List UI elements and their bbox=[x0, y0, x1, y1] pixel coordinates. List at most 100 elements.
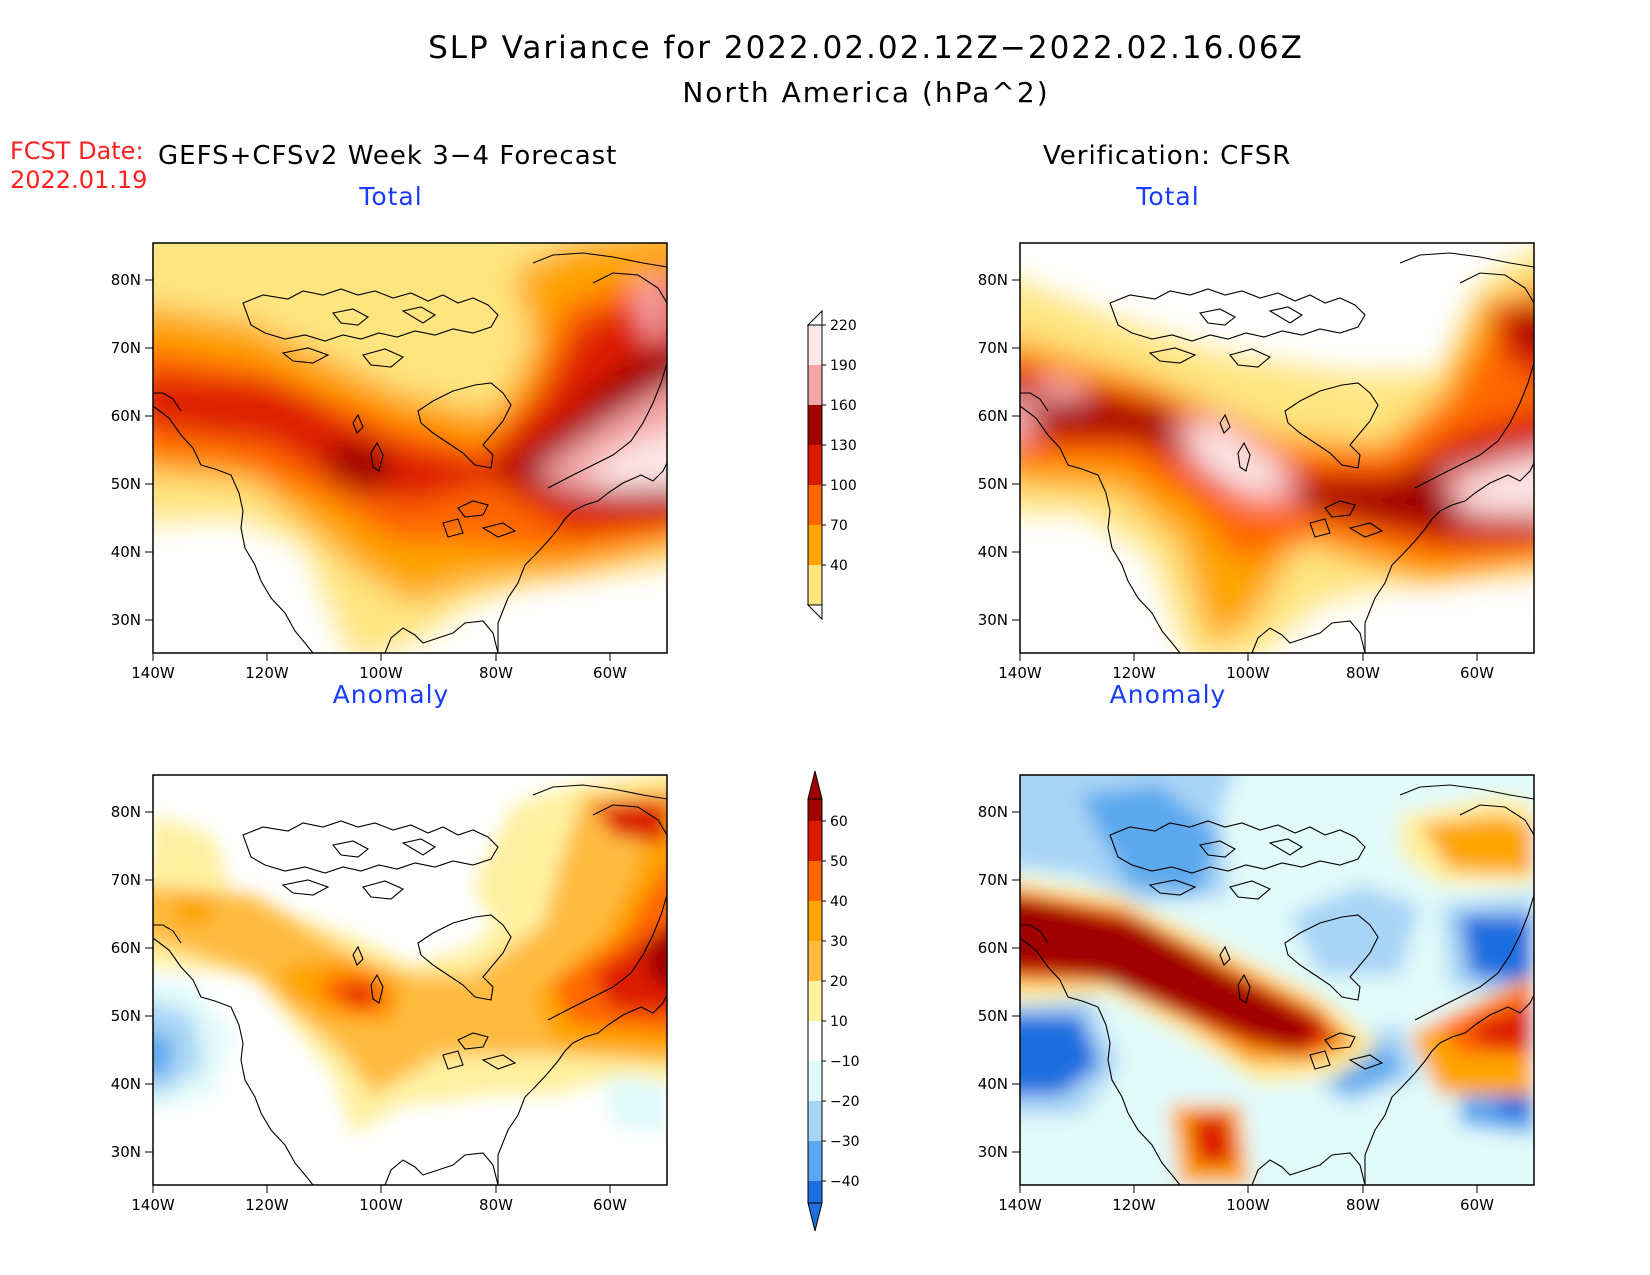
forecast-total-panel-title: Total bbox=[359, 182, 423, 211]
lat-tick-label: 40N bbox=[978, 1075, 1008, 1093]
forecast-total-map: 80N 70N 60N 50N 40N 30N 140W 120W 100W 8… bbox=[111, 242, 668, 682]
lat-tick-label: 80N bbox=[111, 271, 141, 289]
colorbar-swatch bbox=[808, 405, 822, 445]
colorbar-label: 100 bbox=[830, 478, 857, 494]
lon-tick-label: 140W bbox=[998, 1196, 1042, 1214]
colorbar-swatch bbox=[808, 981, 822, 1021]
lon-tick-label: 100W bbox=[1226, 1196, 1270, 1214]
lon-tick-label: 140W bbox=[131, 664, 175, 682]
lat-tick-label: 80N bbox=[111, 803, 141, 821]
colorbar-label: 10 bbox=[830, 1014, 848, 1030]
lon-tick-label: 60W bbox=[1460, 1196, 1494, 1214]
colorbar-label: 20 bbox=[830, 974, 848, 990]
lat-tick-label: 70N bbox=[978, 339, 1008, 357]
lat-tick-label: 30N bbox=[111, 611, 141, 629]
verification-anomaly-map: 80N 70N 60N 50N 40N 30N 140W 120W 100W 8… bbox=[978, 774, 1535, 1214]
colorbar-label: −40 bbox=[830, 1174, 860, 1190]
lon-axis: 140W 120W 100W 80W 60W bbox=[998, 653, 1494, 682]
lat-tick-label: 80N bbox=[978, 271, 1008, 289]
anomaly-colorbar: 60 50 40 30 20 10 −10 −20 −30 −40 bbox=[807, 770, 860, 1232]
lon-tick-label: 60W bbox=[593, 664, 627, 682]
colorbar-swatch bbox=[808, 445, 822, 485]
verification-column-title: Verification: CFSR bbox=[1043, 141, 1292, 171]
lon-tick-label: 60W bbox=[1460, 664, 1494, 682]
colorbar-swatch bbox=[808, 1181, 822, 1203]
forecast-anomaly-panel-title: Anomaly bbox=[332, 680, 450, 709]
lat-tick-label: 70N bbox=[978, 871, 1008, 889]
lon-axis: 140W 120W 100W 80W 60W bbox=[131, 653, 627, 682]
colorbar-label: 220 bbox=[830, 318, 857, 334]
lat-axis: 80N 70N 60N 50N 40N 30N bbox=[111, 271, 153, 629]
verification-total-map: 80N 70N 60N 50N 40N 30N 140W 120W 100W 8… bbox=[978, 242, 1535, 682]
lat-tick-label: 50N bbox=[978, 1007, 1008, 1025]
lon-tick-label: 120W bbox=[245, 664, 289, 682]
lon-tick-label: 60W bbox=[593, 1196, 627, 1214]
colorbar-label: 130 bbox=[830, 438, 857, 454]
colorbar-swatch bbox=[808, 941, 822, 981]
colorbar-swatch bbox=[808, 565, 822, 605]
colorbar-swatch bbox=[808, 325, 822, 365]
lon-tick-label: 80W bbox=[479, 1196, 513, 1214]
colorbar-label: 30 bbox=[830, 934, 848, 950]
lon-tick-label: 100W bbox=[359, 664, 403, 682]
lat-axis: 80N 70N 60N 50N 40N 30N bbox=[978, 271, 1020, 629]
colorbar-label: −30 bbox=[830, 1134, 860, 1150]
lon-tick-label: 80W bbox=[479, 664, 513, 682]
lat-tick-label: 30N bbox=[978, 1143, 1008, 1161]
lon-tick-label: 100W bbox=[359, 1196, 403, 1214]
colorbar-swatch bbox=[808, 821, 822, 861]
colorbar-swatch bbox=[808, 525, 822, 565]
lat-tick-label: 60N bbox=[978, 939, 1008, 957]
colorbar-label: −10 bbox=[830, 1054, 860, 1070]
colorbar-swatch bbox=[808, 365, 822, 405]
lat-tick-label: 60N bbox=[978, 407, 1008, 425]
lon-tick-label: 140W bbox=[998, 664, 1042, 682]
lon-tick-label: 100W bbox=[1226, 664, 1270, 682]
forecast-date: FCST Date: 2022.01.19 bbox=[10, 137, 147, 195]
colorbar-label: 60 bbox=[830, 814, 848, 830]
lat-tick-label: 70N bbox=[111, 339, 141, 357]
colorbar-swatch bbox=[808, 799, 822, 821]
forecast-anomaly-map: 80N 70N 60N 50N 40N 30N 140W 120W 100W 8… bbox=[111, 774, 668, 1214]
colorbar-top-arrow bbox=[807, 770, 823, 800]
lat-tick-label: 80N bbox=[978, 803, 1008, 821]
lon-tick-label: 120W bbox=[1112, 664, 1156, 682]
colorbar-label: 70 bbox=[830, 518, 848, 534]
total-colorbar: 220 190 160 130 100 70 40 bbox=[806, 309, 857, 621]
lat-tick-label: 40N bbox=[978, 543, 1008, 561]
colorbar-label: 40 bbox=[830, 894, 848, 910]
verification-total-panel-title: Total bbox=[1136, 182, 1200, 211]
colorbar-swatch bbox=[808, 901, 822, 941]
colorbar-swatch bbox=[808, 1141, 822, 1181]
lat-axis: 80N 70N 60N 50N 40N 30N bbox=[978, 803, 1020, 1161]
lat-tick-label: 40N bbox=[111, 543, 141, 561]
colorbar-swatch bbox=[808, 485, 822, 525]
colorbar-label: 190 bbox=[830, 358, 857, 374]
colorbar-top-arrow bbox=[806, 309, 823, 326]
lon-tick-label: 140W bbox=[131, 1196, 175, 1214]
colorbar-swatch bbox=[808, 1021, 822, 1061]
forecast-date-label: FCST Date: bbox=[10, 137, 144, 165]
lat-tick-label: 30N bbox=[978, 611, 1008, 629]
lat-tick-label: 70N bbox=[111, 871, 141, 889]
colorbar-bottom-arrow bbox=[807, 1202, 823, 1232]
colorbar-label: 50 bbox=[830, 854, 848, 870]
lat-axis: 80N 70N 60N 50N 40N 30N bbox=[111, 803, 153, 1161]
lat-tick-label: 60N bbox=[111, 407, 141, 425]
lat-tick-label: 30N bbox=[111, 1143, 141, 1161]
colorbar-swatch bbox=[808, 861, 822, 901]
lat-tick-label: 50N bbox=[978, 475, 1008, 493]
colorbar-label: −20 bbox=[830, 1094, 860, 1110]
forecast-date-value: 2022.01.19 bbox=[10, 166, 148, 194]
colorbar-label: 40 bbox=[830, 558, 848, 574]
lat-tick-label: 60N bbox=[111, 939, 141, 957]
figure-title: SLP Variance for 2022.02.02.12Z−2022.02.… bbox=[428, 30, 1304, 66]
lat-tick-label: 40N bbox=[111, 1075, 141, 1093]
lon-axis: 140W 120W 100W 80W 60W bbox=[998, 1185, 1494, 1214]
colorbar-label: 160 bbox=[830, 398, 857, 414]
lon-tick-label: 120W bbox=[1112, 1196, 1156, 1214]
colorbar-bottom-arrow bbox=[806, 604, 823, 621]
verification-anomaly-panel-title: Anomaly bbox=[1109, 680, 1227, 709]
lon-tick-label: 120W bbox=[245, 1196, 289, 1214]
colorbar-swatch bbox=[808, 1061, 822, 1101]
